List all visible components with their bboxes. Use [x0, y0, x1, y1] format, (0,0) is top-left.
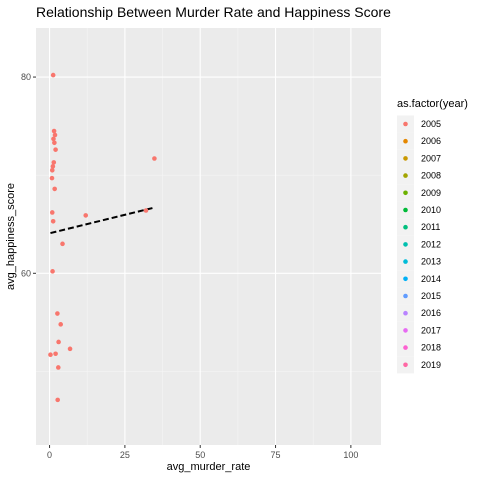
data-point	[52, 186, 57, 192]
data-point	[52, 140, 57, 146]
x-tick-label: 100	[343, 450, 358, 460]
legend-swatch	[403, 138, 408, 144]
data-point	[55, 397, 60, 403]
legend-swatch	[403, 276, 408, 282]
legend-swatch	[403, 207, 408, 213]
legend-swatch	[403, 293, 408, 299]
x-tick-label: 0	[47, 450, 52, 460]
y-tick-label: 80	[21, 72, 31, 82]
data-point	[83, 213, 89, 218]
data-point	[53, 351, 58, 357]
data-points	[48, 72, 157, 403]
y-axis-title: avg_happiness_score	[5, 183, 17, 290]
minor-gridlines	[36, 28, 381, 445]
legend-label: 2008	[421, 171, 441, 181]
legend-swatch	[403, 173, 408, 178]
legend-label: 2006	[421, 136, 441, 146]
legend-label: 2010	[421, 205, 441, 215]
legend-swatch	[403, 328, 408, 333]
legend-label: 2019	[421, 360, 441, 370]
data-point	[53, 147, 58, 152]
x-tick-label: 50	[195, 450, 205, 460]
data-point	[55, 311, 60, 316]
data-point	[49, 175, 55, 181]
x-axis-ticks: 0 25 50 75 100	[47, 445, 358, 460]
data-point	[48, 352, 53, 358]
data-point	[152, 156, 157, 161]
legend-swatch	[403, 362, 408, 368]
x-axis-title: avg_murder_rate	[167, 461, 251, 473]
data-point	[49, 210, 55, 215]
data-point	[52, 132, 58, 138]
legend-swatch	[403, 345, 408, 350]
data-point	[67, 346, 73, 352]
legend-swatch	[403, 259, 408, 264]
plot-panel	[36, 28, 381, 445]
data-point	[56, 339, 61, 345]
legend-swatch	[403, 190, 408, 196]
data-point	[143, 208, 149, 213]
legend-label: 2018	[421, 343, 441, 353]
legend-label: 2009	[421, 188, 441, 198]
data-point	[51, 136, 56, 142]
legend: as.factor(year) 2005 2006 2007 2008 2009 2010…	[397, 98, 468, 374]
data-point	[50, 269, 55, 274]
legend-title: as.factor(year)	[397, 98, 468, 110]
legend-entries: 2005 2006 2007 2008 2009 2010 2011 2012 2013 2014…	[397, 115, 441, 374]
legend-label: 2011	[421, 222, 440, 232]
legend-swatch	[403, 242, 408, 247]
y-axis-ticks: 60 80	[21, 72, 36, 278]
data-point	[49, 167, 55, 173]
legend-swatch	[403, 310, 408, 316]
major-gridlines	[36, 28, 381, 445]
legend-label: 2015	[421, 291, 441, 301]
legend-swatch	[403, 121, 408, 127]
data-point	[50, 72, 56, 78]
data-point	[51, 160, 57, 165]
data-point	[51, 128, 57, 134]
y-tick-label: 60	[21, 268, 31, 278]
legend-swatch	[403, 224, 408, 230]
legend-label: 2017	[421, 325, 441, 335]
legend-label: 2013	[421, 257, 441, 267]
legend-label: 2005	[421, 119, 441, 129]
data-point	[55, 365, 61, 370]
x-tick-label: 25	[120, 450, 130, 460]
legend-label: 2012	[421, 239, 441, 249]
data-point	[58, 322, 64, 327]
legend-label: 2007	[421, 153, 441, 163]
data-point	[60, 241, 65, 247]
legend-label: 2016	[421, 308, 441, 318]
legend-swatch	[403, 156, 408, 161]
data-point	[50, 164, 56, 169]
data-point	[50, 218, 56, 224]
x-tick-label: 75	[271, 450, 281, 460]
chart-title: Relationship Between Murder Rate and Hap…	[36, 4, 391, 20]
legend-label: 2014	[421, 274, 441, 284]
